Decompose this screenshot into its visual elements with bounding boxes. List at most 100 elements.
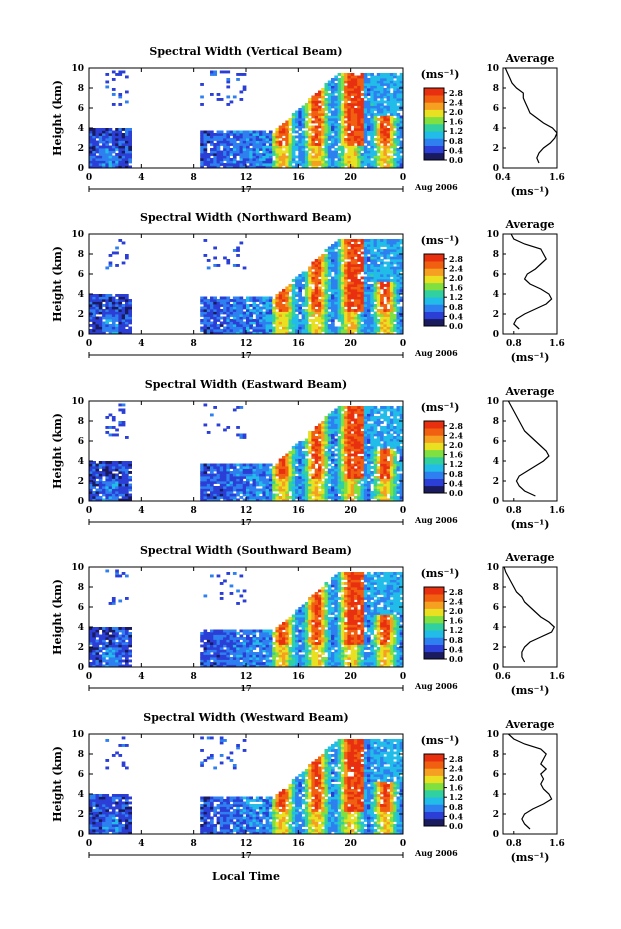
heatmap-cell xyxy=(259,163,263,166)
heatmap-cell xyxy=(282,466,286,469)
heatmap-cell xyxy=(121,408,126,412)
heatmap-cell xyxy=(298,311,302,315)
heatmap-cell xyxy=(331,421,335,424)
average-y-tick-label: 6 xyxy=(493,270,499,280)
heatmap-cell xyxy=(363,299,368,302)
heatmap-cell xyxy=(321,143,325,146)
heatmap-cell xyxy=(347,120,352,124)
heatmap-cell xyxy=(363,93,368,96)
heatmap-cell xyxy=(111,135,116,139)
heatmap-cell xyxy=(242,331,247,335)
heatmap-cell xyxy=(249,311,253,315)
heatmap-cell xyxy=(291,155,296,159)
heatmap-cell xyxy=(347,466,352,469)
heatmap-cell xyxy=(380,326,384,330)
heatmap-cell xyxy=(108,138,113,141)
heatmap-cell xyxy=(210,140,214,144)
heatmap-cell xyxy=(102,148,106,151)
heatmap-cell xyxy=(304,160,309,164)
heatmap-cell xyxy=(95,299,100,302)
heatmap-cell xyxy=(236,148,240,151)
heatmap-cell xyxy=(331,264,335,267)
heatmap-cell xyxy=(259,498,263,502)
heatmap-cell xyxy=(298,471,302,474)
heatmap-cell xyxy=(249,309,253,312)
colorbar-tick-label: 0.4 xyxy=(449,145,463,155)
heatmap-cell xyxy=(353,468,358,472)
heatmap-cell xyxy=(340,408,345,412)
heatmap-cell xyxy=(239,160,244,164)
heatmap-cell xyxy=(282,319,286,322)
heatmap-cell xyxy=(278,496,283,499)
heatmap-cell xyxy=(324,128,329,131)
heatmap-cell xyxy=(298,276,302,280)
heatmap-cell xyxy=(383,143,388,146)
heatmap-cell xyxy=(344,309,348,312)
heatmap-cell xyxy=(304,299,309,302)
heatmap-cell xyxy=(360,413,365,417)
heatmap-cell xyxy=(203,498,208,502)
heatmap-cell xyxy=(121,294,126,297)
heatmap-cell xyxy=(399,314,404,317)
heatmap-cell xyxy=(311,443,316,447)
heatmap-cell xyxy=(344,279,348,282)
heatmap-cell xyxy=(301,140,306,144)
heatmap-cell xyxy=(337,271,342,275)
heatmap-cell xyxy=(206,306,211,310)
heatmap-cell xyxy=(399,316,404,320)
heatmap-cell xyxy=(239,73,244,76)
heatmap-cell xyxy=(383,105,388,109)
heatmap-cell xyxy=(301,321,306,325)
heatmap-cell xyxy=(331,153,335,156)
heatmap-cell xyxy=(386,244,391,247)
heatmap-cell xyxy=(308,100,312,104)
heatmap-cell xyxy=(268,498,273,502)
heatmap-cell xyxy=(242,481,247,484)
heatmap-cell xyxy=(102,329,106,332)
heatmap-cell xyxy=(282,160,286,164)
heatmap-cell xyxy=(226,486,231,489)
heatmap-cell xyxy=(275,155,280,159)
heatmap-cell xyxy=(344,476,348,479)
heatmap-cell xyxy=(242,316,247,320)
heatmap-cell xyxy=(108,153,113,156)
colorbar-swatch xyxy=(424,95,444,103)
heatmap-cell xyxy=(350,254,355,257)
y-tick-label: 6 xyxy=(78,270,84,280)
heatmap-cell xyxy=(118,319,123,322)
heatmap-cell xyxy=(363,133,368,136)
heatmap-cell xyxy=(357,259,361,262)
heatmap-cell xyxy=(318,256,322,260)
heatmap-cell xyxy=(383,138,388,141)
heatmap-cell xyxy=(347,291,352,295)
heatmap-cell xyxy=(288,165,293,169)
heatmap-cell xyxy=(262,145,267,149)
heatmap-cell xyxy=(121,491,126,494)
heatmap-cell xyxy=(311,108,316,111)
heatmap-cell xyxy=(246,311,250,315)
heatmap-cell xyxy=(360,239,365,242)
heatmap-cell xyxy=(223,466,227,469)
heatmap-cell xyxy=(255,319,260,322)
heatmap-cell xyxy=(268,486,273,489)
heatmap-cell xyxy=(370,148,374,151)
heatmap-cell xyxy=(370,143,374,146)
heatmap-cell xyxy=(321,448,325,452)
heatmap-cell xyxy=(102,128,106,131)
heatmap-cell xyxy=(115,165,119,169)
heatmap-cell xyxy=(125,158,129,161)
heatmap-cell xyxy=(367,316,371,320)
heatmap-cell xyxy=(350,471,355,474)
heatmap-cell xyxy=(327,138,332,141)
heatmap-cell xyxy=(337,438,342,442)
heatmap-cell xyxy=(95,158,100,161)
heatmap-cell xyxy=(321,446,325,449)
heatmap-cell xyxy=(383,90,388,94)
heatmap-cell xyxy=(340,458,345,462)
heatmap-cell xyxy=(118,321,123,325)
heatmap-cell xyxy=(128,316,132,320)
heatmap-cell xyxy=(304,481,309,484)
heatmap-cell xyxy=(121,133,126,136)
heatmap-cell xyxy=(340,301,345,305)
heatmap-cell xyxy=(255,473,260,477)
